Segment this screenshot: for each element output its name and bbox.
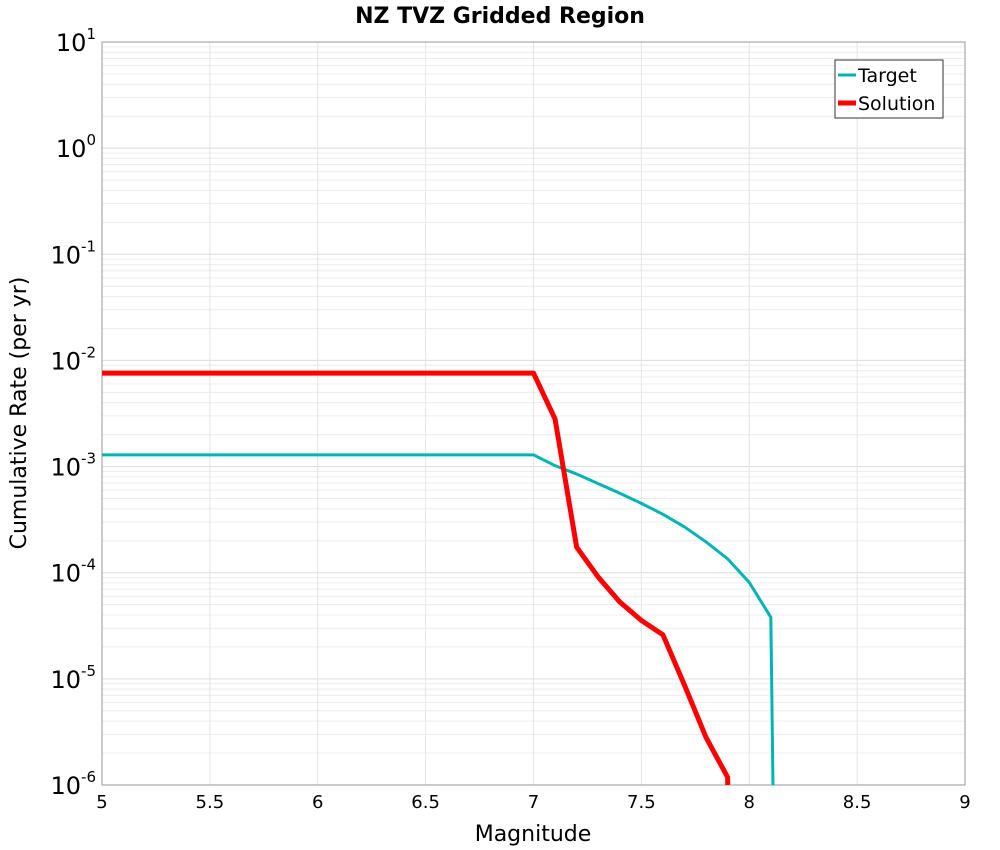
y-tick-base: 10 xyxy=(56,135,87,163)
y-tick-label: 100 xyxy=(56,131,96,163)
x-tick-label: 7.5 xyxy=(627,792,656,813)
x-axis-label: Magnitude xyxy=(475,822,592,847)
series-line-target xyxy=(102,453,775,785)
y-tick-exponent: -2 xyxy=(81,343,96,361)
y-tick-exponent: 0 xyxy=(86,131,96,149)
x-tick-label: 8.5 xyxy=(843,792,872,813)
series-lines xyxy=(102,370,775,785)
y-tick-label: 101 xyxy=(56,25,96,57)
legend-label: Solution xyxy=(858,93,935,115)
x-tick-label: 8 xyxy=(744,792,755,813)
series-line-solution xyxy=(102,370,731,785)
grid xyxy=(101,42,966,786)
legend: Target Solution xyxy=(834,59,944,119)
y-tick-exponent: 1 xyxy=(86,25,96,43)
y-tick-base: 10 xyxy=(50,560,81,588)
y-tick-label: 10-2 xyxy=(50,343,96,375)
x-tick-labels: 5 5.5 6 6.5 7 7.5 8 8.5 9 xyxy=(96,792,970,813)
legend-label: Target xyxy=(857,65,917,87)
legend-box xyxy=(834,59,944,119)
plot-frame xyxy=(101,41,966,786)
y-axis-label: Cumulative Rate (per yr) xyxy=(7,277,32,550)
y-tick-exponent: -1 xyxy=(81,237,96,255)
chart-title: NZ TVZ Gridded Region xyxy=(355,4,645,29)
x-tick-label: 5 xyxy=(96,792,107,813)
x-tick-label: 9 xyxy=(959,792,970,813)
x-tick-label: 7 xyxy=(528,792,539,813)
x-tick-label: 5.5 xyxy=(196,792,225,813)
x-tick-label: 6 xyxy=(312,792,323,813)
y-tick-base: 10 xyxy=(50,241,81,269)
x-tick-label: 6.5 xyxy=(411,792,440,813)
y-tick-base: 10 xyxy=(50,772,81,800)
y-tick-base: 10 xyxy=(50,454,81,482)
y-tick-label: 10-4 xyxy=(50,556,96,588)
y-tick-exponent: -4 xyxy=(81,556,96,574)
y-tick-base: 10 xyxy=(50,347,81,375)
y-tick-exponent: -6 xyxy=(81,768,96,786)
y-tick-label: 10-3 xyxy=(50,450,96,482)
y-tick-base: 10 xyxy=(50,666,81,694)
y-tick-exponent: -3 xyxy=(81,450,96,468)
y-tick-label: 10-5 xyxy=(50,662,96,694)
y-tick-exponent: -5 xyxy=(81,662,96,680)
y-tick-base: 10 xyxy=(56,29,87,57)
y-tick-label: 10-6 xyxy=(50,768,96,800)
y-tick-label: 10-1 xyxy=(50,237,96,269)
